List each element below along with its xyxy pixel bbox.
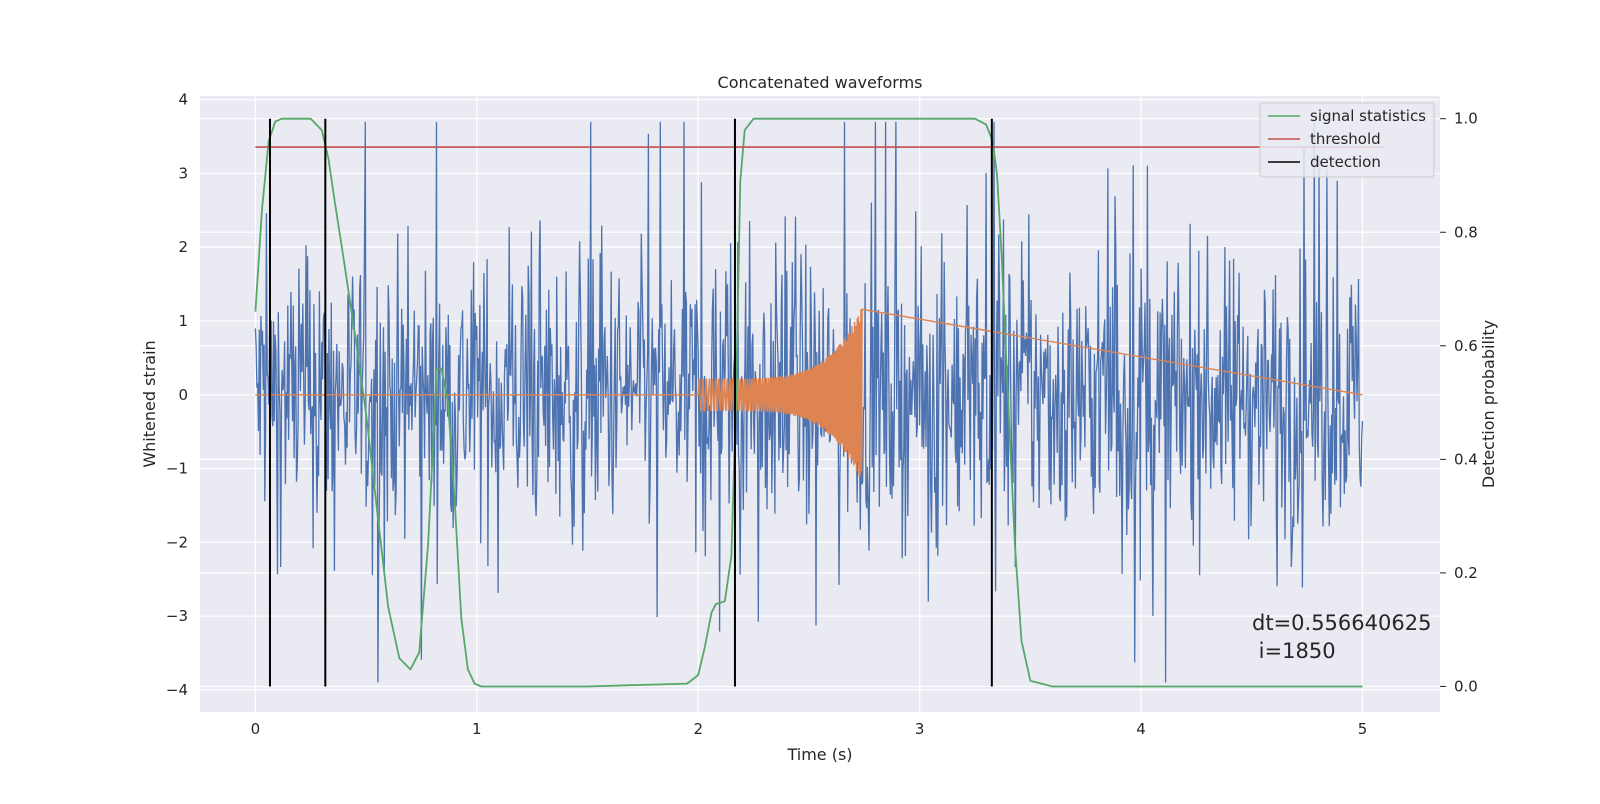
x-tick-label: 5	[1358, 720, 1368, 738]
signal-statistics-series	[254, 117, 1363, 688]
tick-labels: 0 1 2 3 4 5 −4 −3 −2 −1 0 1 2 3 4 0.0 0.2 0.4 0.6 0.8 1.0	[166, 91, 1478, 738]
strain-series	[254, 121, 1364, 683]
strain-line	[254, 121, 1364, 683]
legend-label-threshold: threshold	[1310, 130, 1381, 148]
x-tick-label: 3	[915, 720, 925, 738]
y-tick-label: 0	[178, 386, 188, 404]
y2-tick-label: 0.6	[1454, 337, 1478, 355]
y2-tick-label: 0.2	[1454, 564, 1478, 582]
y2-tick-label: 0.0	[1454, 677, 1478, 695]
legend-box	[1259, 102, 1435, 178]
y-tick-label: 2	[178, 238, 188, 256]
y-tick-label: 3	[178, 164, 188, 182]
y-tick-label: 4	[178, 91, 188, 109]
y2-tick-label: 0.8	[1454, 223, 1478, 241]
detection-series	[268, 118, 993, 687]
y-axis-label: Whitened strain	[140, 340, 159, 467]
x-tick-label: 1	[472, 720, 482, 738]
y2-axis-label: Detection probability	[1479, 320, 1498, 488]
legend-label-detection: detection	[1310, 153, 1381, 171]
y-tick-label: −3	[166, 607, 188, 625]
annotation-i: i=1850	[1252, 639, 1336, 663]
legend: signal statistics threshold detection	[1259, 102, 1435, 178]
template-line	[255, 308, 1363, 477]
x-tick-label: 2	[693, 720, 703, 738]
x-tick-label: 4	[1136, 720, 1146, 738]
y2-tick-label: 1.0	[1454, 110, 1478, 128]
signal-statistics-line	[254, 117, 1363, 688]
x-axis-label: Time (s)	[786, 745, 852, 764]
y-tick-label: −1	[166, 460, 188, 478]
x-tick-label: 0	[251, 720, 261, 738]
template-series	[255, 308, 1363, 477]
y2-tick-label: 0.4	[1454, 450, 1478, 468]
y-tick-label: −2	[166, 533, 188, 551]
y-tick-label: −4	[166, 681, 188, 699]
y-tick-label: 1	[178, 312, 188, 330]
annotation-dt: dt=0.556640625	[1252, 611, 1431, 635]
legend-label-signal-statistics: signal statistics	[1310, 107, 1426, 125]
chart-title: Concatenated waveforms	[718, 73, 923, 92]
